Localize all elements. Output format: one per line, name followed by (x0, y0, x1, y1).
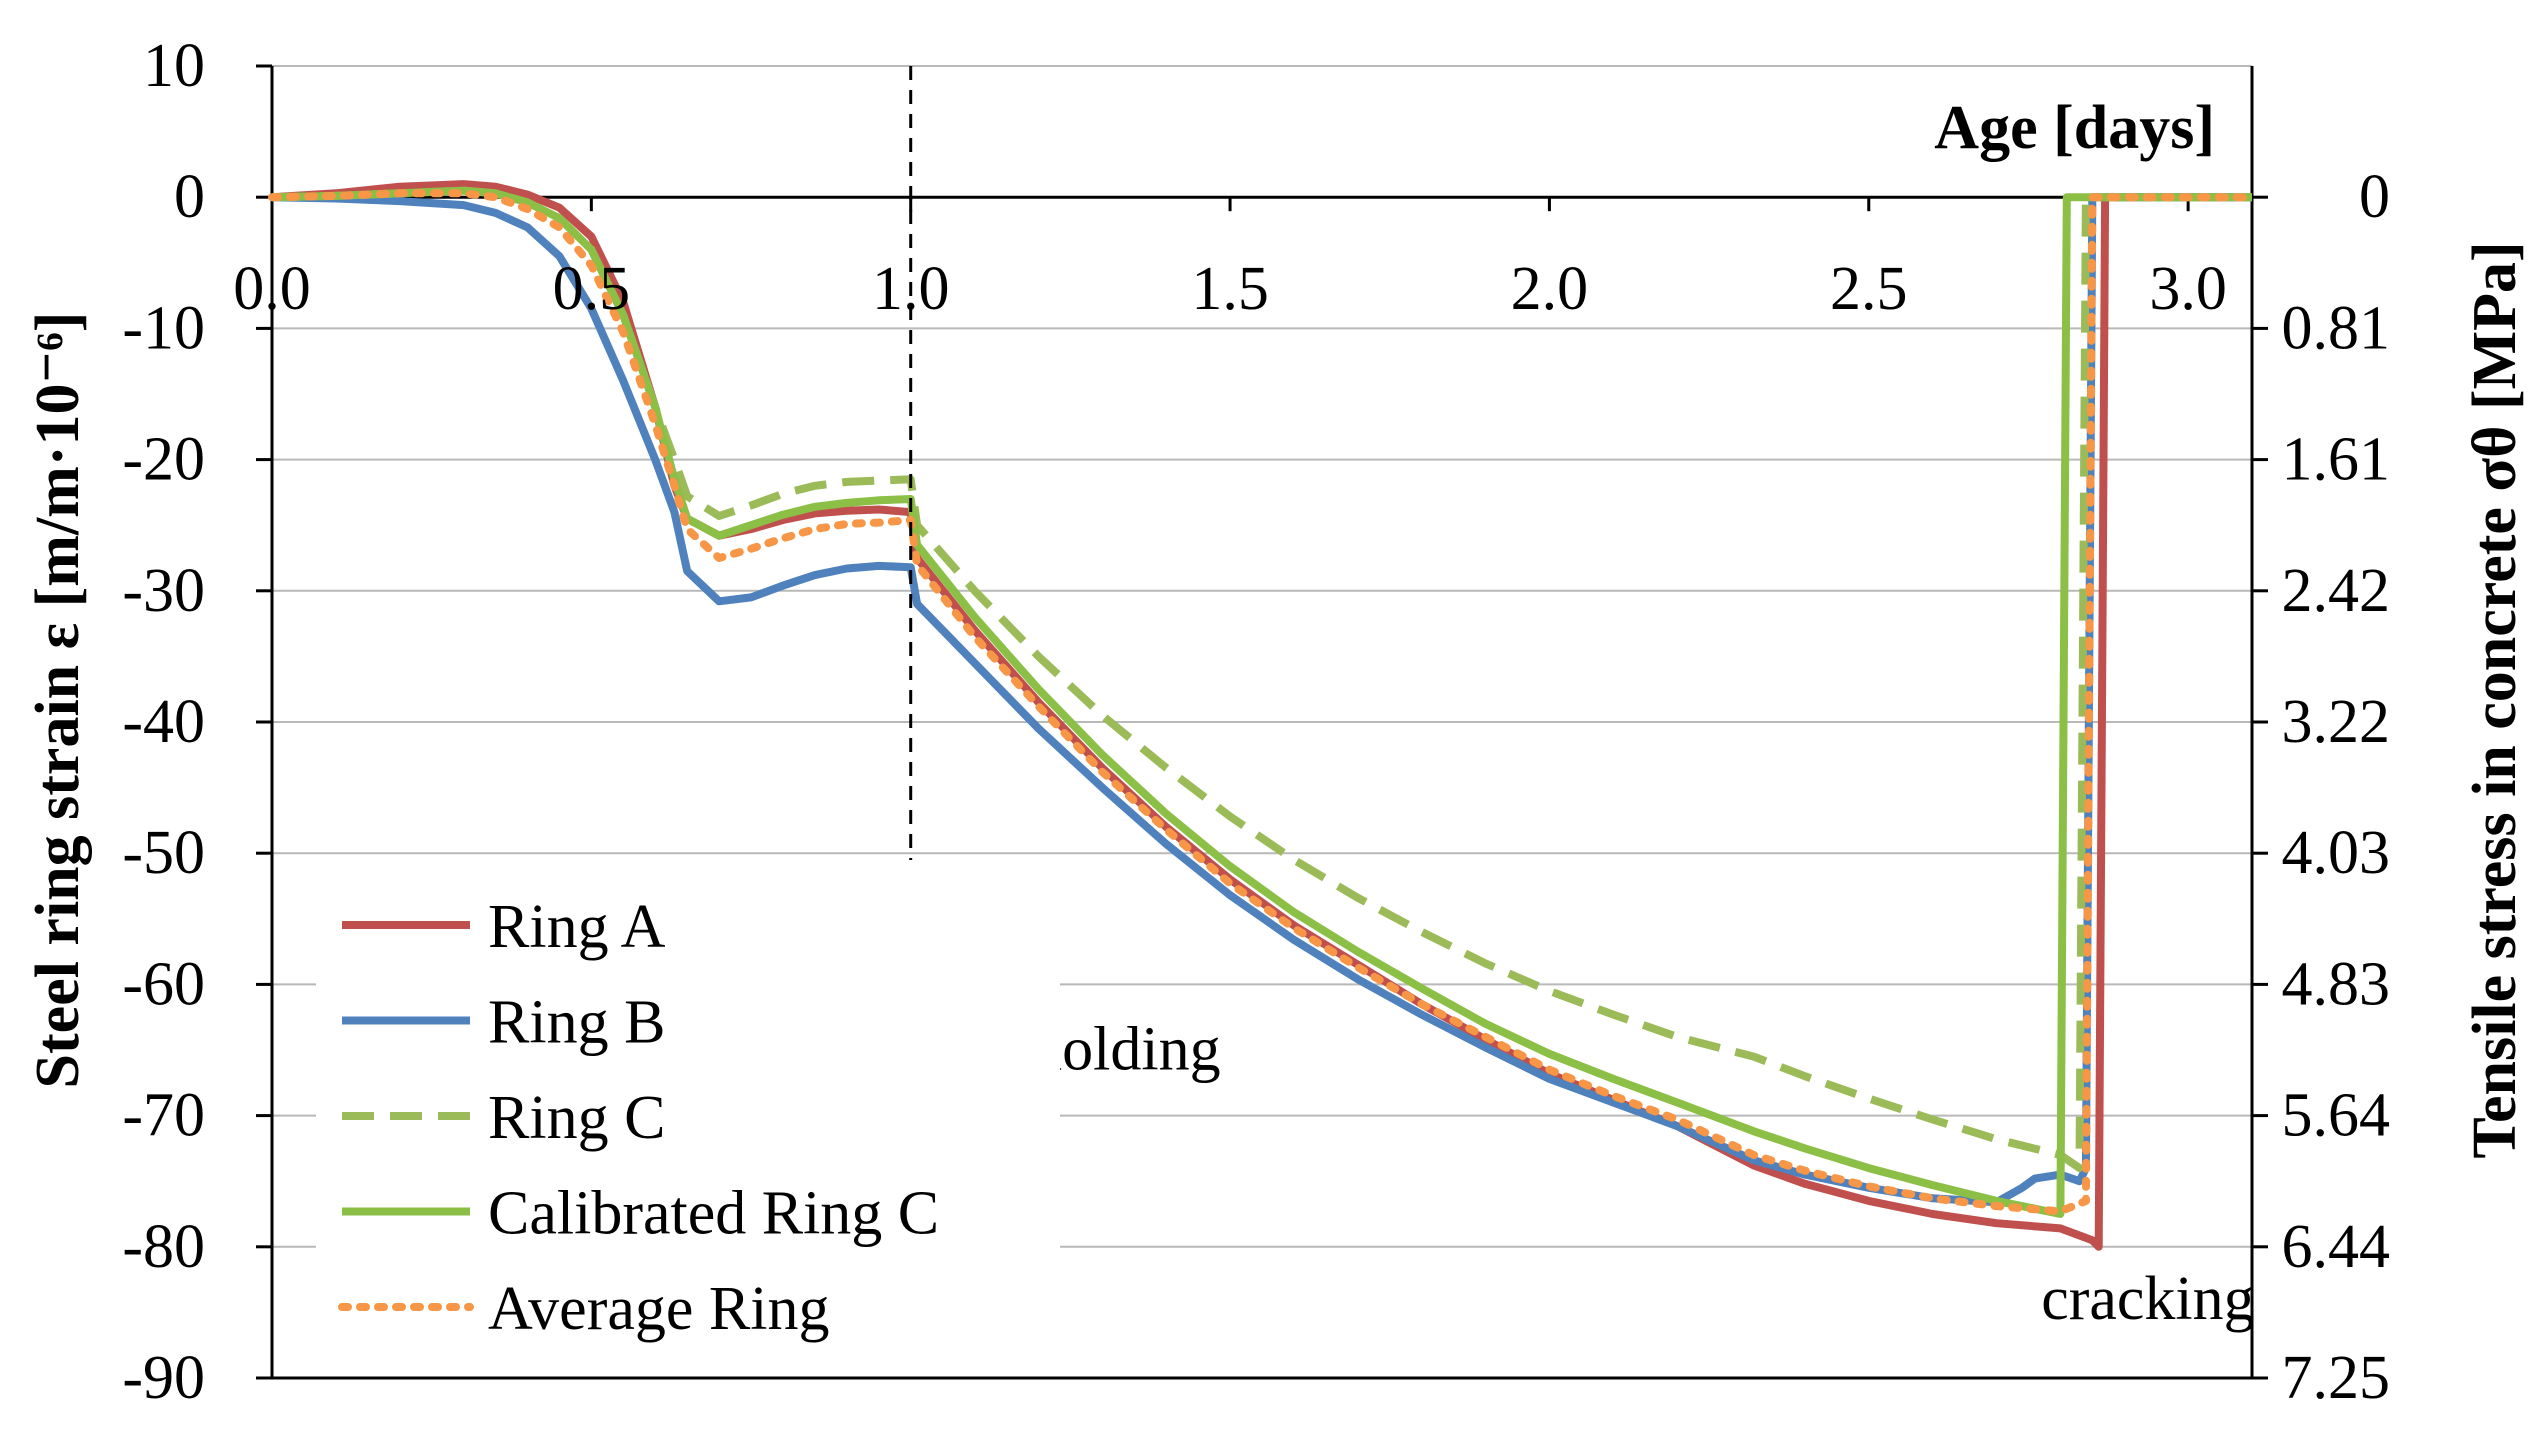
y2-tick-label-4: 3.22 (2282, 688, 2391, 756)
y2-tick-label-3: 2.42 (2282, 557, 2391, 625)
x-tick-label-6: 3.0 (2149, 255, 2227, 323)
y-tick-label-9: -80 (122, 1213, 205, 1281)
y2-tick-label-9: 7.25 (2282, 1344, 2391, 1412)
x-axis-title-group: Age [days] (1880, 90, 2220, 172)
x-tick-label-4: 2.0 (1511, 255, 1589, 323)
legend-label-4: Average Ring (488, 1275, 829, 1343)
y-tick-label-8: -70 (122, 1082, 205, 1150)
x-tick-label-0: 0.0 (233, 255, 311, 323)
y-tick-label-1: 0 (174, 163, 205, 231)
legend-label-0: Ring A (488, 893, 666, 961)
legend-label-2: Ring C (488, 1084, 665, 1152)
series-lines (268, 180, 2256, 1251)
y2-axis-title: Tensile stress in concrete σθ [MPa] (2461, 241, 2529, 1158)
legend-label-3: Calibrated Ring C (488, 1180, 939, 1248)
x-tick-label-2: 1.0 (872, 255, 950, 323)
y-tick-label-2: -10 (122, 294, 205, 362)
legend-label-1: Ring B (488, 989, 665, 1057)
series-line-average-ring (268, 189, 2256, 1216)
y-tick-label-4: -30 (122, 557, 205, 625)
x-axis-title: Age [days] (1934, 94, 2215, 162)
y2-tick-label-7: 5.64 (2282, 1082, 2391, 1150)
x-tick-label-1: 0.5 (553, 255, 631, 323)
series-line-calibrated-ring-c (271, 186, 2252, 1218)
x-tick-label-3: 1.5 (1191, 255, 1269, 323)
y2-tick-label-6: 4.83 (2282, 950, 2391, 1018)
axes (256, 64, 2268, 1380)
y-tick-label-6: -50 (122, 819, 205, 887)
y-tick-label-7: -60 (122, 950, 205, 1018)
y-axis-title: Steel ring strain ε [m/m·10⁻⁶] (24, 312, 92, 1089)
legend: Ring A Ring B Ring C Calibrated Ring C Avera… (316, 860, 1060, 1364)
annotation-cracking: cracking (2041, 1265, 2254, 1333)
y-tick-label-3: -20 (122, 426, 205, 494)
y2-tick-label-0: 0 (2359, 163, 2390, 231)
tick-labels: 10 0 -10 -20 -30 -40 -50 -60 -70 -80 -90 0 0.81 1.61 2… (122, 32, 2390, 1412)
series-line-ring-c (271, 186, 2252, 1173)
y2-tick-label-5: 4.03 (2282, 819, 2391, 887)
y-tick-label-5: -40 (122, 688, 205, 756)
y-tick-label-0: 10 (143, 32, 205, 100)
x-tick-label-5: 2.5 (1830, 255, 1908, 323)
y2-tick-label-8: 6.44 (2282, 1213, 2391, 1281)
x-axis-title-background (1880, 90, 2220, 172)
y2-tick-label-2: 1.61 (2282, 426, 2391, 494)
y2-tick-label-1: 0.81 (2282, 294, 2391, 362)
y-tick-label-10: -90 (122, 1344, 205, 1412)
